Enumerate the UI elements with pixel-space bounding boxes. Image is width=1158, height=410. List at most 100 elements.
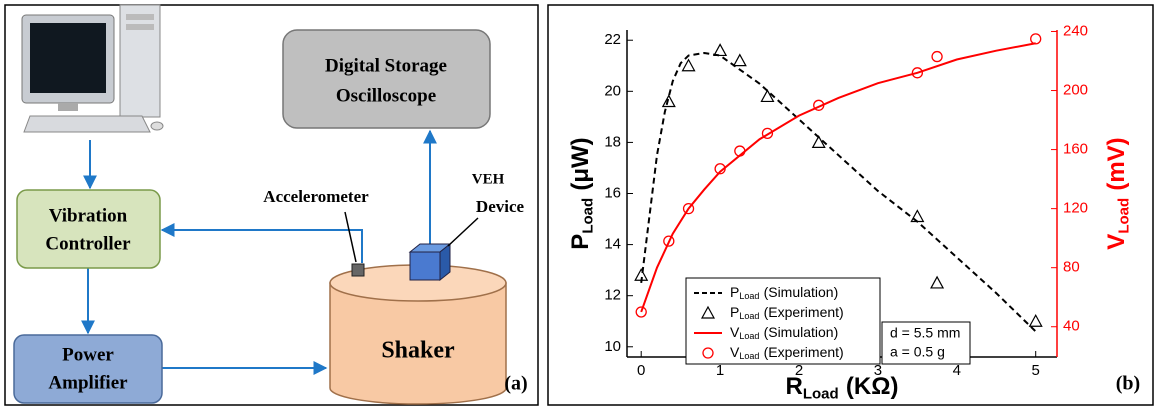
y-tick-label: 22: [604, 31, 621, 48]
arrows: [81, 129, 437, 375]
marker-triangle: [732, 53, 747, 67]
node-label: Digital Storage: [325, 55, 447, 76]
node-box: [282, 29, 491, 129]
x-tick-label: 0: [637, 362, 645, 379]
legend-label: PLoad (Simulation): [730, 284, 838, 302]
y2-tick-label: 160: [1063, 141, 1088, 158]
y-tick-label: 14: [604, 236, 621, 253]
y2-tick-label: 240: [1063, 22, 1088, 39]
marker-triangle: [681, 58, 696, 72]
panel-a: Digital Storage Oscilloscope Vibration C…: [4, 4, 539, 406]
panel-label: (b): [1116, 373, 1140, 395]
marker-triangle: [760, 89, 775, 103]
marker-triangle: [811, 135, 826, 149]
y-axis-label: PLoad (μW): [567, 137, 596, 249]
label-rest: (Experiment): [764, 304, 844, 320]
marker-circle: [663, 235, 675, 247]
marker-circle: [761, 127, 774, 139]
marker-circle: [931, 50, 943, 63]
label-rest: (KΩ): [846, 373, 899, 400]
pointer: [447, 217, 479, 247]
marker-triangle: [661, 94, 676, 108]
marker-triangle: [930, 275, 945, 289]
node-label: Amplifier: [48, 372, 128, 393]
marker-triangle: [634, 267, 649, 281]
label-rest: (Simulation): [764, 284, 839, 300]
accelerometer: [351, 263, 365, 277]
y2-axis-label: VLoad (mV): [1103, 137, 1132, 249]
node-label: Power: [62, 344, 114, 365]
panel-label: (a): [504, 373, 527, 395]
marker-circle: [635, 306, 647, 318]
marker-circle: [1030, 33, 1042, 45]
label-main: P: [567, 234, 594, 250]
legend-label: VLoad (Simulation): [730, 324, 838, 342]
veh-device: [408, 242, 452, 282]
label-sub: Load: [739, 311, 759, 321]
label-sub: Load: [739, 291, 759, 301]
label: Device: [476, 197, 525, 216]
marker-circle: [682, 202, 695, 215]
marker-circle: [911, 67, 923, 79]
annotation: a = 0.5 g: [890, 344, 945, 360]
label-main: V: [730, 344, 740, 360]
annotation: d = 5.5 mm: [890, 325, 960, 341]
node-label: Oscilloscope: [336, 85, 436, 106]
y-tick-label: 10: [604, 338, 621, 355]
legend-label: VLoad (Experiment): [730, 344, 844, 362]
node-label: Vibration: [49, 205, 128, 226]
label: VEH: [472, 171, 505, 187]
marker-circle: [734, 145, 746, 157]
x-axis-label: RLoad (KΩ): [786, 373, 899, 402]
marker-triangle: [910, 209, 925, 223]
shaker: [329, 264, 507, 405]
computer-icon: [21, 4, 164, 133]
chart: 0 1 2 3 4 5101214161820224080120160200240RLoa…: [567, 22, 1140, 402]
pointer: [344, 211, 357, 263]
label-main: P: [730, 304, 739, 320]
marker-circle: [714, 163, 726, 175]
x-tick-label: 4: [953, 362, 961, 379]
y-tick-label: 18: [604, 133, 621, 150]
label-sub: Load: [580, 198, 597, 234]
marker-triangle: [1028, 313, 1043, 327]
series-line: [640, 51, 1037, 333]
panel-frame: [547, 4, 1154, 406]
y2-tick-label: 120: [1063, 200, 1088, 217]
label-main: P: [730, 284, 739, 300]
node-box: [13, 334, 163, 404]
legend: PLoad (Simulation)PLoad (Experiment)VLoad(…: [685, 277, 881, 365]
label: Accelerometer: [263, 187, 369, 206]
y2-tick-label: 80: [1063, 259, 1080, 276]
node-label: Shaker: [381, 338, 455, 364]
label-rest: (mV): [1103, 137, 1130, 190]
y-tick-label: 12: [604, 287, 621, 304]
label-sub: Load: [803, 386, 839, 403]
x-tick-label: 3: [874, 362, 882, 379]
marker-circle: [702, 347, 714, 359]
label-main: R: [786, 373, 803, 400]
label-rest: (μW): [567, 137, 594, 190]
x-tick-label: 5: [1032, 362, 1040, 379]
label-main: V: [730, 324, 740, 340]
label-main: V: [1103, 234, 1130, 250]
y2-tick-label: 200: [1063, 81, 1088, 98]
label-rest: (Experiment): [764, 344, 844, 360]
label-sub: Load: [739, 331, 759, 341]
node-box: [16, 189, 161, 269]
y-tick-label: 16: [604, 184, 621, 201]
label-rest: (Simulation): [764, 324, 839, 340]
y-tick-label: 20: [604, 82, 621, 99]
panel-frame: [4, 4, 539, 406]
annotation-box: [881, 321, 971, 365]
label-sub: Load: [739, 351, 759, 361]
marker-triangle: [700, 305, 716, 319]
node-label: Controller: [45, 233, 131, 254]
x-tick-label: 1: [716, 362, 724, 379]
marker-triangle: [713, 43, 728, 57]
x-tick-label: 2: [795, 362, 803, 379]
label-sub: Load: [1116, 198, 1133, 234]
series-line: [640, 42, 1036, 313]
marker-circle: [813, 99, 825, 111]
